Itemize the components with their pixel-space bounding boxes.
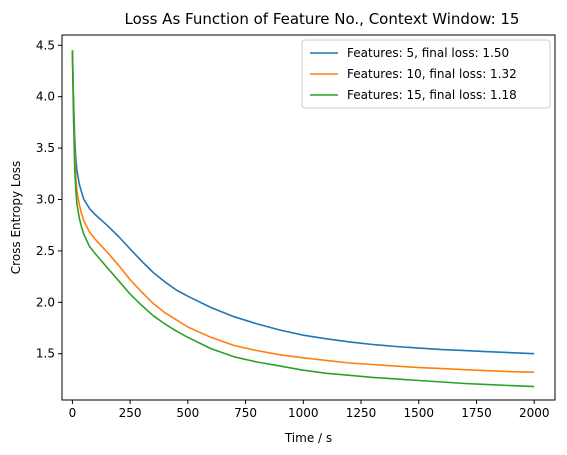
chart-title: Loss As Function of Feature No., Context… (125, 10, 520, 28)
x-tick-label: 1250 (346, 406, 377, 420)
x-tick-label: 250 (119, 406, 142, 420)
legend-entry: Features: 5, final loss: 1.50 (347, 46, 509, 60)
x-tick-label: 1000 (288, 406, 319, 420)
y-tick-label: 4.5 (36, 38, 55, 52)
x-tick-label: 2000 (519, 406, 550, 420)
x-tick-label: 1750 (461, 406, 492, 420)
y-tick-label: 2.0 (36, 295, 55, 309)
series-line-2 (71, 50, 535, 373)
x-tick-label: 0 (69, 406, 77, 420)
y-axis-ticks: 1.5 2.0 2.5 3.0 3.5 4.0 4.5 (36, 38, 62, 361)
x-tick-label: 750 (234, 406, 257, 420)
legend-entry: Features: 10, final loss: 1.32 (347, 67, 517, 81)
x-tick-label: 500 (176, 406, 199, 420)
x-axis-label: Time / s (284, 431, 332, 445)
x-tick-label: 1500 (403, 406, 434, 420)
y-tick-label: 2.5 (36, 244, 55, 258)
y-tick-label: 3.5 (36, 141, 55, 155)
legend-entry: Features: 15, final loss: 1.18 (347, 88, 517, 102)
series-line-1 (71, 50, 535, 355)
y-tick-label: 3.0 (36, 193, 55, 207)
legend-box (301, 39, 551, 109)
y-axis-label: Cross Entropy Loss (9, 161, 23, 274)
series-line-3 (71, 50, 535, 388)
series-lines (71, 50, 535, 388)
legend: Features: 5, final loss: 1.50 Features: 1… (301, 39, 551, 109)
y-tick-label: 1.5 (36, 347, 55, 361)
y-tick-label: 4.0 (36, 90, 55, 104)
plot-frame (61, 34, 556, 401)
x-axis-ticks: 0 250 500 750 1000 1250 1500 1750 2000 (69, 400, 550, 420)
